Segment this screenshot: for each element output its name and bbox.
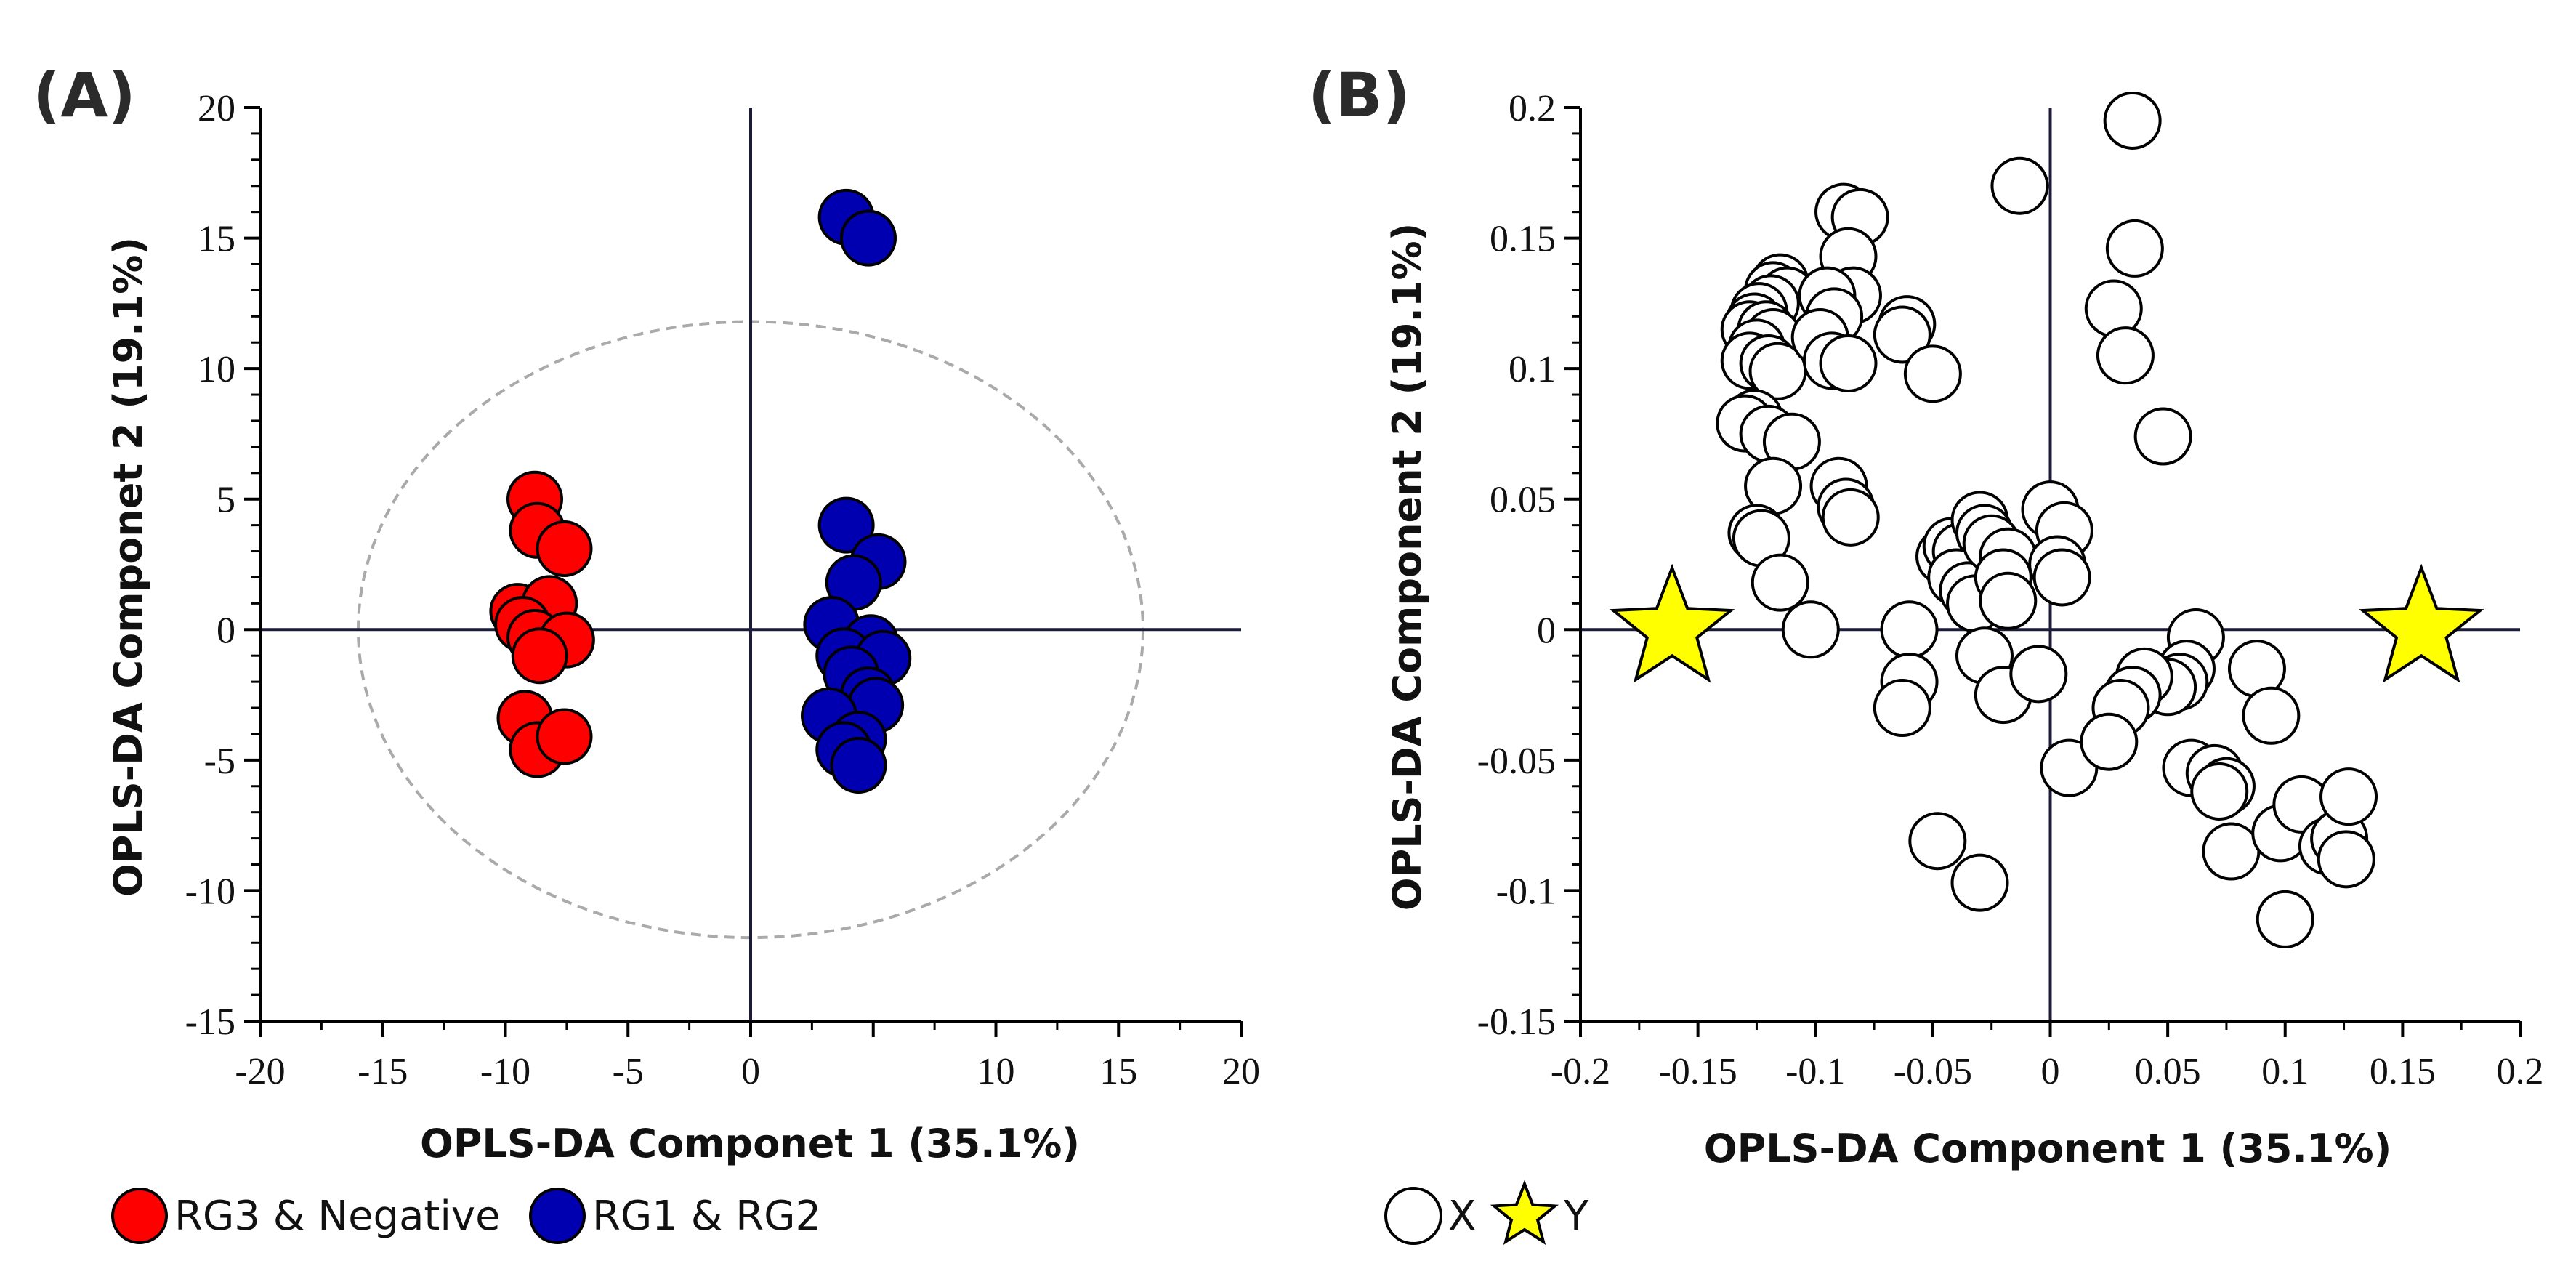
panel-a-legend: RG3 & Negative RG1 & RG2 xyxy=(111,1188,821,1244)
y-tick-label: -15 xyxy=(185,1001,235,1043)
panel-b-x-axis-title: OPLS-DA Component 1 (35.1%) xyxy=(1704,1126,2392,1172)
point-x xyxy=(1903,344,1962,403)
panel-a-y-axis-title: OPLS-DA Componet 2 (19.1%) xyxy=(105,237,151,897)
x-tick-label: 0.2 xyxy=(2497,1051,2544,1092)
y-tick-label: -0.05 xyxy=(1477,741,1556,782)
point-x xyxy=(2103,91,2162,150)
y-tick-label: 20 xyxy=(198,88,235,129)
x-tick-label: 10 xyxy=(977,1051,1015,1092)
point-rg1-rg2 xyxy=(817,496,875,554)
panel-b: (B) -0.2 -0.15 -0.1 -0.05 0 0.05 0.1 0.15 0.2 -0… xyxy=(1308,60,2544,1246)
y-tick-label: 10 xyxy=(198,349,235,390)
x-tick-label: -0.05 xyxy=(1894,1051,1972,1092)
point-x xyxy=(1873,679,1931,738)
point-x xyxy=(2319,767,2378,826)
point-x xyxy=(2105,219,2164,278)
x-tick-label: 0 xyxy=(741,1051,760,1092)
x-tick-label: 0.05 xyxy=(2135,1051,2201,1092)
panel-b-label: (B) xyxy=(1308,60,1410,131)
point-rg3-negative xyxy=(536,520,593,577)
point-x xyxy=(2096,326,2155,385)
x-tick-label: -0.1 xyxy=(1785,1051,1845,1092)
legend-marker-rg3-negative xyxy=(111,1188,168,1244)
y-tick-label: -0.15 xyxy=(1477,1001,1556,1043)
panel-a-plot-area xyxy=(260,108,1241,1021)
y-tick-label: 0.05 xyxy=(1490,480,1556,521)
legend-label-y: Y xyxy=(1563,1193,1589,1240)
legend-label-rg1-rg2: RG1 & RG2 xyxy=(592,1193,821,1240)
panel-a: (A) -20 -15 -10 -5 0 10 15 20 -15-10-505101520 … xyxy=(33,60,1260,1244)
x-tick-label: -20 xyxy=(235,1051,285,1092)
point-x xyxy=(2080,712,2139,771)
point-x xyxy=(1819,334,1878,392)
x-tick-label: 20 xyxy=(1222,1051,1260,1092)
panel-a-label: (A) xyxy=(33,60,136,131)
panel-a-y-ticks: -15 -10 -5 0 5 10 15 20 xyxy=(185,88,260,1043)
x-tick-label: 0.1 xyxy=(2261,1051,2309,1092)
x-tick-label: -10 xyxy=(480,1051,530,1092)
legend-label-x: X xyxy=(1448,1193,1476,1240)
y-tick-label: 0 xyxy=(217,610,235,651)
x-tick-label: 15 xyxy=(1099,1051,1137,1092)
point-x xyxy=(1908,812,1967,871)
point-x xyxy=(1979,571,2038,630)
x-tick-label: -5 xyxy=(613,1051,644,1092)
x-tick-label: -15 xyxy=(358,1051,408,1092)
x-tick-label: -0.2 xyxy=(1551,1051,1610,1092)
panel-b-legend: X Y xyxy=(1384,1180,1589,1246)
legend-marker-x xyxy=(1384,1187,1442,1245)
y-tick-label: -10 xyxy=(185,871,235,912)
legend-label-rg3-negative: RG3 & Negative xyxy=(174,1193,501,1240)
point-x xyxy=(1781,600,1840,659)
panel-b-points xyxy=(1609,91,2484,948)
panel-b-plot-area xyxy=(1580,91,2520,1021)
y-tick-label: 0 xyxy=(1537,610,1556,651)
panel-b-y-axis-title: OPLS-DA Component 2 (19.1%) xyxy=(1384,223,1430,911)
y-tick-label: 0.15 xyxy=(1490,219,1556,260)
panel-a-x-ticks: -20 -15 -10 -5 0 10 15 20 xyxy=(235,1021,1260,1092)
legend-marker-rg1-rg2 xyxy=(529,1188,586,1244)
panel-a-x-axis-title: OPLS-DA Componet 1 (35.1%) xyxy=(420,1121,1080,1166)
point-x xyxy=(2317,830,2375,889)
point-x xyxy=(2202,822,2261,881)
point-x xyxy=(1990,156,2049,215)
point-y xyxy=(2359,563,2484,683)
x-tick-label: 0 xyxy=(2041,1051,2060,1092)
point-x xyxy=(1950,853,2009,912)
y-tick-label: 0.2 xyxy=(1509,88,1556,129)
panel-a-points xyxy=(489,188,912,794)
point-x xyxy=(1880,600,1939,659)
point-x xyxy=(2032,548,2091,607)
x-tick-label: 0.15 xyxy=(2370,1051,2436,1092)
point-rg1-rg2 xyxy=(840,209,897,267)
point-rg3-negative xyxy=(511,627,568,685)
point-rg1-rg2 xyxy=(830,737,887,794)
y-tick-label: -0.1 xyxy=(1496,871,1556,912)
point-x xyxy=(2190,762,2249,821)
legend-marker-y xyxy=(1490,1180,1559,1246)
point-x xyxy=(2133,407,2192,466)
y-tick-label: 15 xyxy=(198,219,235,260)
point-x xyxy=(2242,686,2301,745)
y-tick-label: 0.1 xyxy=(1509,349,1556,390)
point-x xyxy=(2256,890,2314,948)
y-tick-label: -5 xyxy=(204,741,235,782)
point-x xyxy=(1751,553,1809,612)
y-tick-label: 5 xyxy=(217,480,235,521)
point-y xyxy=(1609,563,1735,683)
point-rg3-negative xyxy=(536,708,593,765)
point-x xyxy=(1873,305,1931,364)
point-x xyxy=(2009,645,2068,704)
point-x xyxy=(1821,488,1880,547)
panel-b-y-ticks: -0.15 -0.1 -0.05 0 0.05 0.1 0.15 0.2 xyxy=(1477,88,1580,1043)
x-tick-label: -0.15 xyxy=(1658,1051,1737,1092)
panel-b-x-ticks: -0.2 -0.15 -0.1 -0.05 0 0.05 0.1 0.15 0.2 xyxy=(1551,1021,2544,1092)
